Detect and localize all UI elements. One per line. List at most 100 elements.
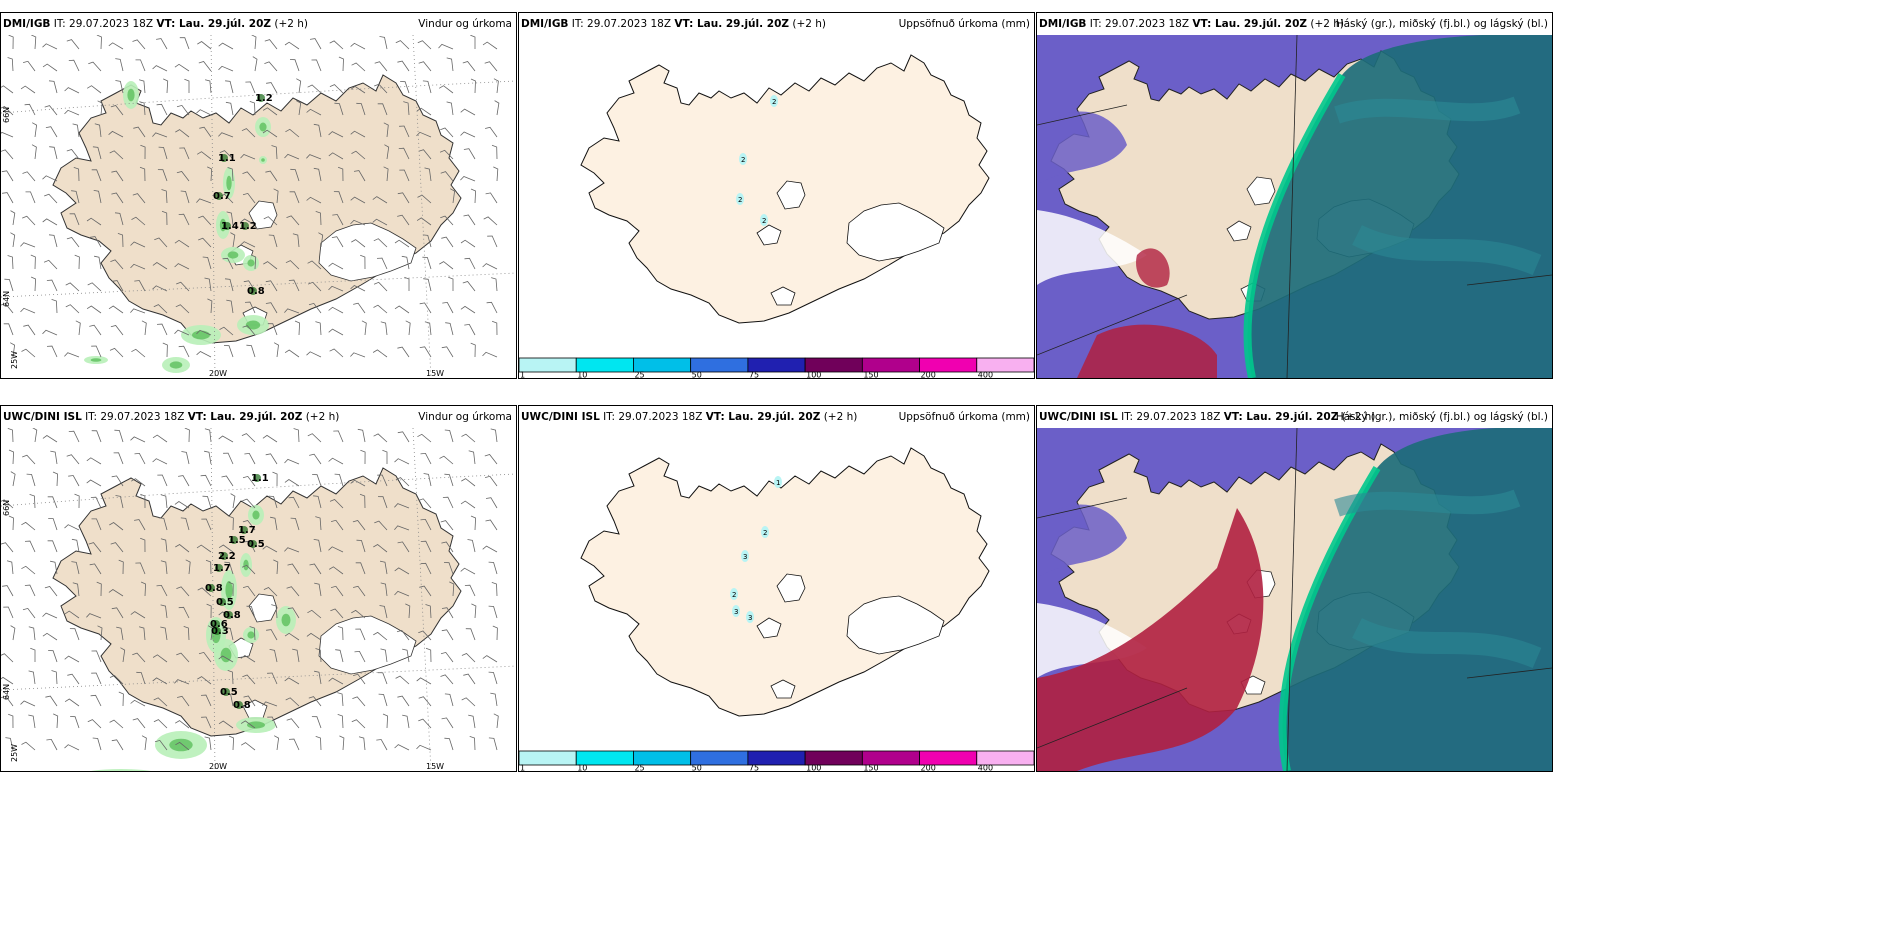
wind-barb: [160, 626, 168, 641]
wind-barb: [418, 149, 432, 160]
wind-barb: [52, 471, 59, 487]
wind-barb: [394, 744, 410, 751]
wind-barb: [1, 149, 14, 160]
wind-barb: [10, 471, 16, 487]
wind-barb: [450, 188, 456, 204]
wind-barb: [334, 473, 344, 487]
wind-barb: [154, 237, 168, 248]
wind-barb: [491, 582, 498, 597]
wind-barb: [176, 104, 190, 116]
wind-barb: [287, 607, 300, 619]
wind-barb: [23, 324, 36, 336]
wind-barb: [292, 648, 300, 663]
colorbar-segment: [519, 750, 577, 766]
wind-barb: [354, 650, 366, 663]
wind-barb: [185, 559, 191, 575]
wind-barb: [218, 42, 234, 50]
colorbar: 1 10 25 50 75 100 150 200 400: [519, 357, 1034, 378]
wind-barb: [440, 651, 454, 663]
wind-barb: [44, 105, 58, 116]
wind-barb: [196, 329, 212, 336]
wind-barb: [243, 695, 256, 707]
wind-barb: [328, 285, 344, 292]
wind-barb: [446, 57, 454, 72]
wind-barb: [205, 559, 212, 575]
wind-barb: [94, 255, 102, 270]
wind-barb: [130, 308, 146, 314]
wind-barb: [284, 41, 300, 50]
wind-barb: [108, 305, 124, 314]
wind-barb: [286, 586, 300, 597]
wind-barb: [48, 518, 58, 531]
wind-barb: [109, 675, 124, 685]
wind-barb: [405, 320, 411, 336]
wind-barb: [178, 606, 190, 619]
wind-barb: [267, 323, 278, 336]
wind-barb: [263, 216, 278, 226]
wind-barb: [86, 217, 102, 226]
wind-barb: [330, 585, 344, 597]
wind-barb: [483, 216, 498, 226]
lead-time: (+2 h): [1341, 411, 1376, 423]
wind-barb: [49, 146, 58, 160]
wind-barb: [315, 516, 322, 531]
wind-barb: [442, 496, 454, 509]
wind-barb: [118, 691, 124, 707]
wind-barb: [139, 166, 146, 182]
init-time: 29.07.2023 18Z: [1105, 18, 1190, 30]
wind-barb: [74, 493, 80, 509]
wind-barb: [175, 544, 190, 553]
wind-barb: [264, 61, 278, 72]
wind-barb: [227, 167, 234, 182]
precip-value-label: 1.1: [218, 153, 236, 164]
wind-barb: [225, 627, 234, 641]
lead-time: (+2 h): [823, 411, 858, 423]
accum-value-label: 2: [738, 196, 742, 204]
wind-barb: [402, 648, 410, 663]
wind-barb: [152, 434, 168, 443]
wind-barb: [470, 342, 476, 358]
wind-barb: [394, 458, 410, 465]
precip-mid: [225, 581, 233, 599]
wind-barb: [444, 473, 454, 487]
wind-barb: [482, 655, 498, 663]
wind-barb: [284, 308, 300, 314]
wind-barb: [416, 677, 432, 685]
wind-barb: [68, 59, 80, 72]
wind-barb: [397, 60, 410, 72]
precip-value-label: 2.2: [218, 551, 236, 562]
wind-barb: [273, 342, 279, 358]
wind-barb: [97, 625, 103, 641]
wind-barb: [490, 428, 498, 443]
lat-label-66n: 66N: [2, 500, 11, 516]
wind-barb: [1, 676, 14, 685]
wind-barb: [176, 171, 190, 182]
wind-barb: [70, 716, 80, 729]
wind-barb: [328, 262, 344, 270]
wind-barb: [242, 325, 256, 336]
wind-barb: [241, 564, 256, 575]
wind-barb: [153, 719, 168, 729]
precip-areas: [84, 81, 271, 373]
wind-barb: [397, 192, 410, 204]
precip-mid: [169, 738, 193, 752]
accum-value-label: 2: [772, 98, 776, 106]
wind-barb: [86, 85, 102, 94]
precip-core: [213, 627, 221, 635]
wind-barb: [315, 211, 322, 226]
precip-core: [222, 688, 230, 696]
wind-barb: [1, 499, 14, 509]
lat-lon-grid: 66N 64N 25W 20W 15W: [1, 35, 516, 378]
accum-value-label: 3: [734, 608, 738, 616]
wind-barb: [422, 234, 432, 248]
wind-barb: [111, 607, 124, 619]
wind-barb: [350, 130, 366, 138]
wind-barb: [20, 242, 36, 248]
clear-area: [1037, 210, 1147, 285]
wind-barb: [372, 349, 388, 358]
wind-barb: [380, 321, 388, 336]
precip-core: [241, 222, 249, 230]
panel-header: UWC/DINI ISL IT: 29.07.2023 18Z VT: Lau.…: [1037, 406, 1552, 428]
wind-barb: [492, 625, 498, 641]
